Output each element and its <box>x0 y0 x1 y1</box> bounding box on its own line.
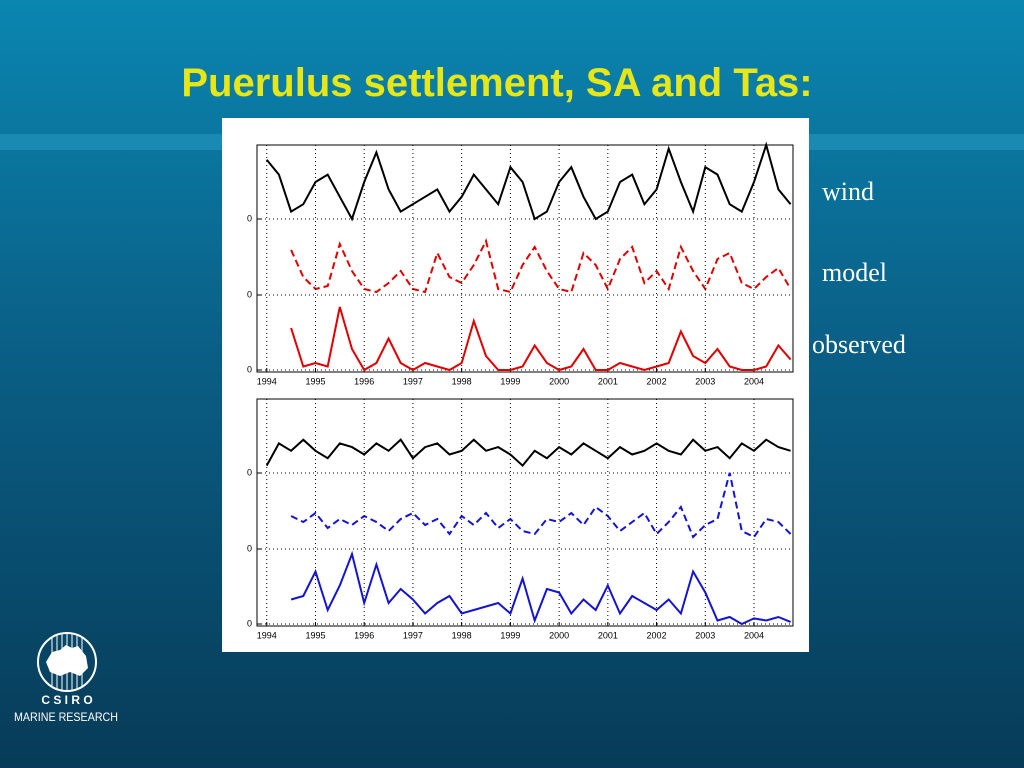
data-line <box>265 141 792 222</box>
x-tick-label: 1996 <box>354 376 374 386</box>
y-tick-label: 0 <box>247 213 252 223</box>
logo-name: C S I R O <box>41 693 92 707</box>
y-tick-label: 0 <box>247 289 252 299</box>
data-line <box>290 306 792 372</box>
trace-label: wind <box>822 177 874 206</box>
x-tick-label: 1995 <box>305 630 325 640</box>
data-line <box>290 238 792 294</box>
chart-area <box>222 118 809 652</box>
x-tick-label: 2001 <box>598 630 618 640</box>
plot-frame <box>256 398 794 627</box>
x-tick-label: 1995 <box>305 376 325 386</box>
x-tick-label: 2004 <box>744 630 764 640</box>
y-tick-label: 0 <box>247 467 252 477</box>
data-line <box>265 438 791 468</box>
trace-label: model <box>822 258 887 287</box>
x-tick-label: 1999 <box>500 630 520 640</box>
x-tick-label: 1997 <box>403 630 423 640</box>
x-tick-label: 1997 <box>403 376 423 386</box>
data-line <box>290 550 791 626</box>
x-tick-label: 2004 <box>744 376 764 386</box>
x-tick-label: 2000 <box>549 630 569 640</box>
x-tick-label: 1998 <box>452 630 472 640</box>
x-tick-label: 1994 <box>257 630 277 640</box>
x-tick-label: 2002 <box>647 376 667 386</box>
y-tick-label: 0 <box>247 364 252 374</box>
x-tick-label: 2003 <box>695 630 715 640</box>
y-tick-label: 0 <box>247 543 252 553</box>
x-tick-label: 2002 <box>647 630 667 640</box>
y-tick-label: 0 <box>247 618 252 628</box>
logo <box>37 632 97 692</box>
x-tick-label: 2003 <box>695 376 715 386</box>
plot-frame <box>256 144 794 373</box>
slide-title: Puerulus settlement, SA and Tas: <box>181 61 812 105</box>
x-tick-label: 1996 <box>354 630 374 640</box>
trace-label: observed <box>812 330 906 359</box>
x-tick-label: 1999 <box>500 376 520 386</box>
x-tick-label: 1998 <box>452 376 472 386</box>
x-tick-label: 2001 <box>598 376 618 386</box>
x-tick-label: 1994 <box>257 376 277 386</box>
logo-division: MARINE RESEARCH <box>14 710 118 724</box>
data-line <box>290 472 792 539</box>
x-tick-label: 2000 <box>549 376 569 386</box>
